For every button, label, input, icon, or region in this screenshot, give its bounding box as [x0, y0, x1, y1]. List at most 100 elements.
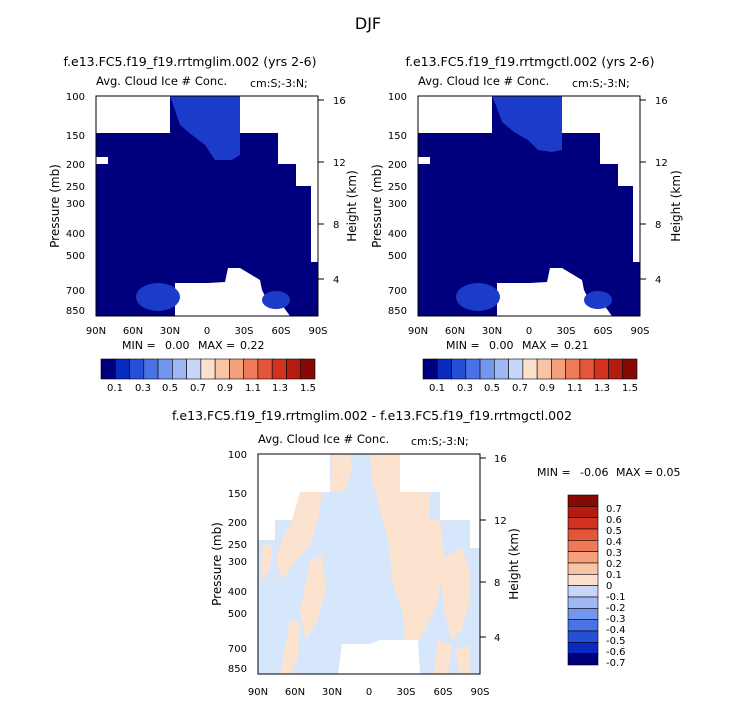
y2-tick-label: 16	[655, 96, 668, 107]
y-tick-label: 200	[228, 518, 247, 529]
colorbar-swatch	[567, 562, 599, 575]
y-axis-label: Pressure (mb)	[370, 164, 384, 248]
field-region-positive	[276, 492, 322, 580]
field-region-positive	[330, 454, 352, 492]
y-tick-label: 100	[66, 92, 85, 103]
field-region-upper-max	[170, 96, 240, 160]
x-tick-label: 90S	[630, 326, 649, 337]
colorbar-label: 1.3	[594, 383, 610, 394]
colorbar-label: 0.7	[190, 383, 206, 394]
colorbar-swatch	[522, 358, 538, 380]
x-tick-label: 30S	[396, 687, 415, 698]
field-region-cell-60n	[456, 283, 500, 311]
min-value: -0.06	[580, 466, 608, 479]
field-region-low	[418, 96, 640, 316]
x-tick-label: 60N	[123, 326, 143, 337]
colorbar-label: 0.9	[217, 383, 233, 394]
colorbar-swatch	[243, 358, 259, 380]
season-title: DJF	[355, 14, 381, 33]
colorbar-swatch	[172, 358, 187, 380]
colorbar-swatch	[465, 358, 481, 380]
colorbar-label: 1.3	[272, 383, 288, 394]
colorbar-swatch	[157, 358, 173, 380]
right-axis-ticks	[318, 99, 324, 280]
y-tick-label: 150	[388, 131, 407, 142]
y2-axis-label: Height (km)	[669, 170, 683, 241]
colorbar-swatch	[608, 358, 624, 380]
colorbar-swatch	[536, 358, 552, 380]
y-tick-label: 150	[228, 489, 247, 500]
min-label: MIN =	[537, 466, 571, 479]
field-region-spike	[465, 133, 471, 165]
right-axis-ticks	[480, 457, 486, 638]
colorbar-swatch	[143, 358, 159, 380]
x-tick-label: 30N	[322, 687, 342, 698]
y-tick-label: 850	[228, 664, 247, 675]
y-tick-label: 850	[66, 306, 85, 317]
colorbar-label: 1.5	[622, 383, 638, 394]
y-tick-label: 300	[388, 199, 407, 210]
y2-axis-label: Height (km)	[345, 170, 359, 241]
colorbar-label: 0.7	[606, 504, 622, 515]
colorbar-swatch	[567, 528, 599, 541]
colorbar-swatch	[100, 358, 116, 380]
heatmap-field	[95, 95, 319, 317]
colorbar-swatch	[129, 358, 145, 380]
heatmap-field	[417, 95, 641, 317]
y-tick-label: 400	[388, 229, 407, 240]
colorbar-swatch	[257, 358, 273, 380]
y-tick-label: 300	[66, 199, 85, 210]
colorbar-right	[422, 358, 638, 380]
colorbar-swatch	[422, 358, 438, 380]
x-tick-label: 90S	[470, 687, 489, 698]
colorbar-swatch	[593, 358, 609, 380]
y-tick-label: 200	[388, 160, 407, 171]
plot-frame	[257, 453, 481, 675]
colorbar-swatch	[567, 596, 599, 609]
y2-tick-label: 8	[333, 220, 339, 231]
colorbar-swatch	[567, 574, 599, 586]
max-value: 0.22	[240, 339, 265, 352]
y2-tick-label: 4	[333, 275, 339, 286]
panel-title: f.e13.FC5.f19_f19.rrtmglim.002 - f.e13.F…	[172, 408, 572, 423]
colorbar-label: 0.1	[606, 570, 622, 581]
x-tick-label: 30S	[556, 326, 575, 337]
y-tick-label: 500	[228, 609, 247, 620]
colorbar-label: -0.1	[606, 592, 626, 603]
y-axis-label: Pressure (mb)	[48, 164, 62, 248]
colorbar-label: 0.3	[457, 383, 473, 394]
x-tick-label: 90N	[248, 687, 268, 698]
colorbar-left	[100, 358, 316, 380]
y-tick-label: 400	[228, 587, 247, 598]
y-tick-label: 250	[228, 540, 247, 551]
colorbar-swatch	[567, 494, 599, 507]
panel-subtitle: Avg. Cloud Ice # Conc.	[258, 432, 389, 446]
colorbar-swatch	[567, 540, 599, 552]
right-axis-ticks	[640, 99, 646, 280]
colorbar-swatch	[214, 358, 230, 380]
colorbar-label: 0.3	[606, 548, 622, 559]
field-region-positive	[300, 555, 326, 640]
y2-tick-label: 4	[494, 633, 500, 644]
x-tick-label: 90S	[308, 326, 327, 337]
colorbar-label: 0.1	[429, 383, 445, 394]
colorbar-swatch	[286, 358, 302, 380]
plot-frame	[95, 95, 319, 317]
colorbar-label: 0.9	[539, 383, 555, 394]
field-region-spike	[122, 133, 128, 165]
field-region-positive	[370, 454, 445, 640]
y-tick-label: 500	[66, 251, 85, 262]
colorbar-label: -0.3	[606, 614, 626, 625]
colorbar-label: 0.3	[135, 383, 151, 394]
colorbar-swatch	[567, 653, 599, 666]
y-tick-label: 700	[228, 644, 247, 655]
max-label: MAX =	[522, 339, 559, 352]
x-tick-label: 90N	[408, 326, 428, 337]
y2-tick-label: 16	[494, 454, 507, 465]
colorbar-swatch	[567, 642, 599, 654]
y-tick-label: 300	[228, 557, 247, 568]
colorbar-label: -0.4	[606, 625, 626, 636]
x-tick-label: 0	[366, 687, 372, 698]
x-tick-label: 60S	[433, 687, 452, 698]
y2-tick-label: 16	[333, 96, 346, 107]
